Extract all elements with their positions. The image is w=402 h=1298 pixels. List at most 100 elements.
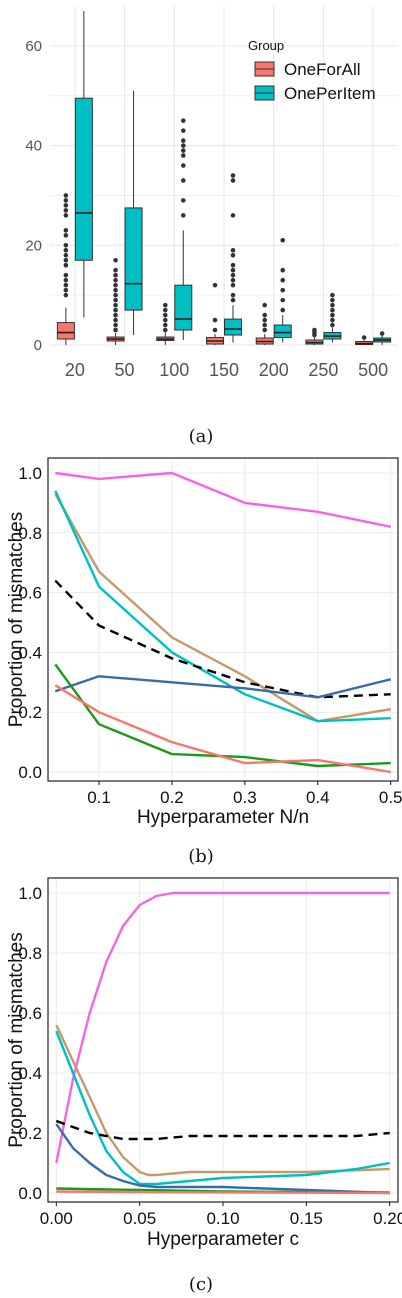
y-tick-label: 0 (34, 337, 42, 354)
x-tick-label: 150 (209, 360, 239, 380)
outlier-point (113, 277, 118, 283)
outlier-point (162, 302, 168, 308)
outlier-point (330, 317, 335, 323)
x-tick-label: 0.20 (373, 1209, 402, 1228)
outlier-point (330, 312, 335, 318)
caption-b: (b) (188, 846, 214, 867)
outlier-point (212, 327, 218, 333)
outlier-point (280, 297, 286, 303)
box (56, 322, 75, 340)
outlier-point (113, 322, 118, 328)
outlier-point (280, 277, 286, 283)
outlier-point (262, 322, 268, 328)
outlier-point (162, 312, 168, 318)
outlier-point (230, 262, 236, 268)
outlier-point (262, 312, 268, 318)
outlier-point (280, 267, 286, 273)
x-tick-label: 200 (259, 360, 289, 380)
outlier-point (63, 208, 69, 213)
series-line (54, 663, 391, 768)
outlier-point (63, 257, 69, 263)
outlier-point (63, 287, 69, 293)
x-tick-label: 0.3 (233, 788, 257, 807)
x-tick-label: 0.00 (40, 1209, 73, 1228)
outlier-point (63, 233, 69, 238)
legend-label: OnePerItem (284, 84, 376, 103)
outlier-point (330, 302, 335, 308)
outlier-point (180, 128, 186, 133)
outlier-point (262, 317, 268, 323)
series-line (55, 471, 391, 528)
box-plot: 0 20 40 60 20 50 100 150 200 250 500 GroupOneForAll… (25, 6, 398, 380)
x-tick-label: 0.5 (379, 788, 402, 807)
outlier-point (63, 213, 69, 218)
outlier-point (212, 317, 218, 323)
box (224, 318, 242, 336)
x-tick-label: 50 (115, 360, 135, 380)
x-tick-label: 250 (308, 360, 338, 380)
outlier-point (113, 292, 118, 298)
outlier-point (63, 252, 69, 258)
x-tick-label: 20 (65, 360, 85, 380)
outlier-point (230, 297, 236, 303)
y-tick-label: 40 (25, 138, 42, 155)
outlier-point (63, 203, 69, 208)
outlier-point (63, 292, 69, 298)
plot-frame (47, 877, 399, 1203)
outlier-point (180, 213, 186, 218)
box (174, 284, 193, 331)
y-tick-label: 0.0 (18, 1184, 42, 1203)
outlier-point (162, 322, 168, 328)
legend-title: Group (248, 38, 284, 53)
outlier-point (63, 282, 69, 288)
outlier-point (280, 238, 286, 243)
outlier-point (63, 228, 69, 233)
y-tick-label: 1.0 (18, 884, 42, 903)
outlier-point (63, 247, 69, 253)
y-tick-label: 0.8 (18, 524, 42, 543)
outlier-point (113, 287, 118, 293)
legend-label: OneForAll (284, 60, 361, 79)
y-tick-label: 0.2 (18, 1124, 42, 1143)
y-tick-label: 0.0 (18, 763, 42, 782)
series-line (56, 1190, 390, 1195)
outlier-point (230, 178, 236, 183)
x-tick-label: 0.2 (160, 788, 184, 807)
plot-frame (47, 457, 399, 782)
y-tick-label: 20 (25, 237, 42, 254)
outlier-point (180, 153, 186, 158)
outlier-point (63, 193, 69, 198)
outlier-point (180, 178, 186, 183)
outlier-point (113, 297, 118, 303)
outlier-point (113, 307, 118, 313)
box (74, 97, 93, 261)
series-line (55, 1123, 390, 1195)
outlier-point (180, 138, 186, 143)
series-line (55, 1024, 390, 1177)
outlier-point (262, 302, 268, 308)
outlier-point (230, 173, 236, 178)
x-axis-title: Hyperparameter c (147, 1229, 299, 1250)
chart-c-line-chart: 0.0 0.2 0.4 0.6 0.8 1.0 0.00 0.05 0.10 0.15 0.20 Hy… (6, 877, 402, 1250)
outlier-point (262, 327, 268, 333)
series-line (54, 675, 391, 699)
y-axis-title: Proportion of mismatches (6, 512, 27, 727)
outlier-point (113, 257, 118, 263)
y-tick-label: 1.0 (18, 464, 42, 483)
outlier-point (330, 307, 335, 313)
outlier-point (230, 292, 236, 298)
outlier-point (212, 282, 218, 288)
outlier-point (162, 317, 168, 323)
outlier-point (113, 272, 118, 278)
outlier-point (330, 297, 335, 303)
x-tick-label: 100 (159, 360, 189, 380)
outlier-point (180, 143, 186, 148)
series-line (55, 1119, 390, 1141)
x-tick-label: 0.4 (306, 788, 330, 807)
x-tick-label: 0.05 (123, 1209, 156, 1228)
y-tick-label: 0.4 (18, 643, 42, 662)
series-line (54, 684, 391, 774)
outlier-point (113, 327, 118, 333)
outlier-point (63, 242, 69, 248)
